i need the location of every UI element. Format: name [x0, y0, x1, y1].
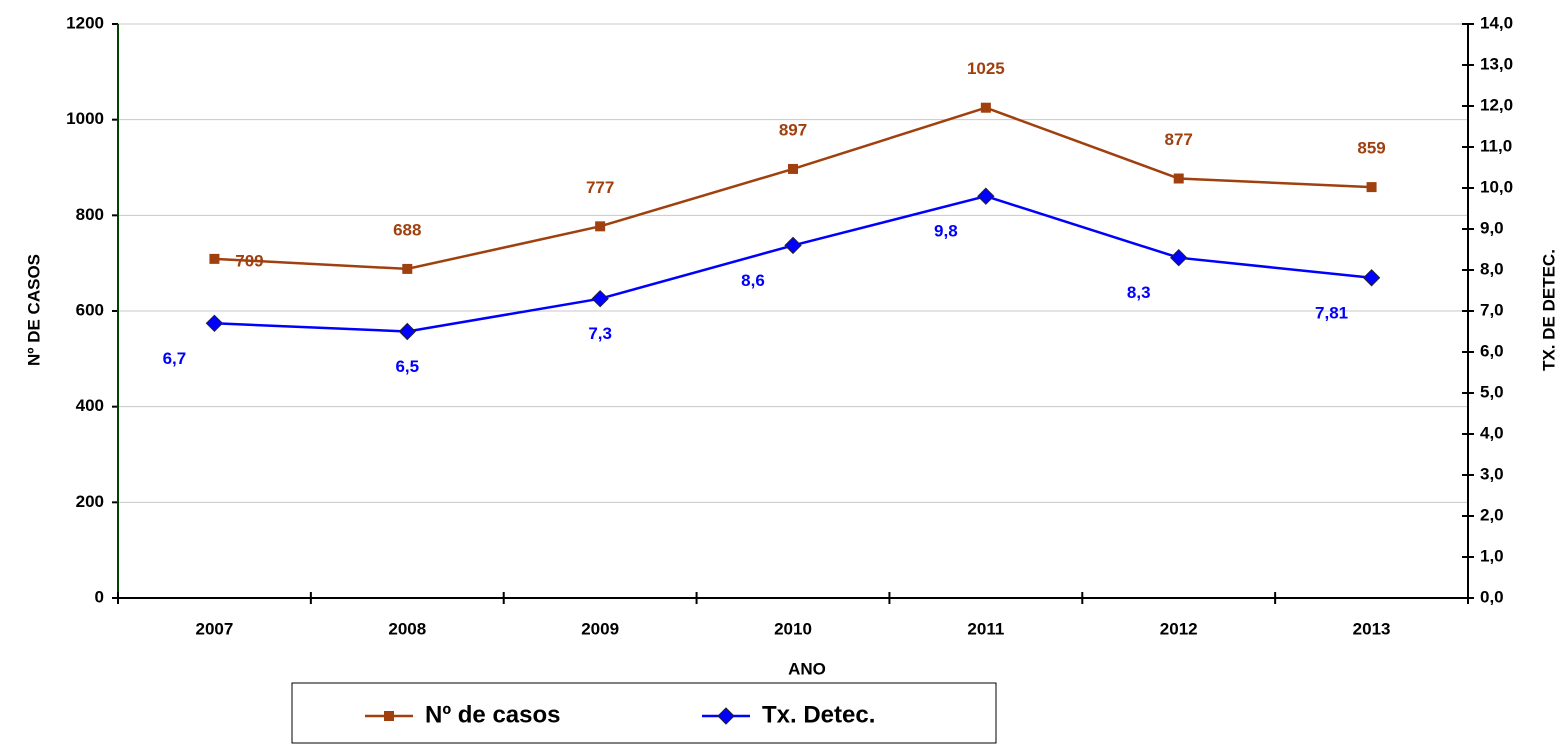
- data-label: 877: [1165, 130, 1193, 149]
- y2-tick-label: 0,0: [1480, 587, 1504, 606]
- data-label: 7,81: [1315, 303, 1348, 322]
- y-tick-label: 400: [76, 396, 104, 415]
- y-tick-label: 800: [76, 205, 104, 224]
- data-label: 8,6: [741, 271, 765, 290]
- y2-tick-label: 9,0: [1480, 218, 1504, 237]
- legend-label: Tx. Detec.: [762, 701, 875, 728]
- point: [398, 322, 416, 341]
- x-axis-title: ANO: [788, 659, 826, 678]
- y2-tick-label: 10,0: [1480, 177, 1513, 196]
- legend-box: [291, 682, 997, 744]
- data-label: 9,8: [934, 222, 958, 241]
- point: [1366, 182, 1377, 193]
- point: [1362, 269, 1381, 287]
- y2-tick-label: 8,0: [1480, 259, 1504, 278]
- y-tick-label: 1200: [66, 13, 104, 32]
- y2-tick-label: 11,0: [1480, 136, 1512, 155]
- point: [205, 314, 224, 333]
- x-tick-label: 2013: [1353, 619, 1391, 638]
- data-label: 6,5: [395, 357, 419, 376]
- y-tick-label: 200: [76, 492, 104, 511]
- y2-tick-label: 12,0: [1480, 95, 1513, 114]
- data-label: 8,3: [1127, 283, 1151, 302]
- data-label: 709: [235, 251, 263, 270]
- y2-tick-label: 13,0: [1480, 54, 1513, 73]
- point: [788, 163, 798, 174]
- point: [402, 263, 413, 274]
- data-label: 897: [779, 120, 807, 139]
- y2-axis-title: TX. DE DETEC.: [1539, 249, 1558, 371]
- x-tick-label: 2009: [581, 619, 619, 638]
- point: [591, 289, 609, 308]
- x-tick-label: 2012: [1160, 619, 1198, 638]
- x-tick-label: 2008: [388, 619, 426, 638]
- y-tick-label: 600: [76, 300, 104, 319]
- y2-tick-label: 7,0: [1480, 300, 1504, 319]
- x-tick-label: 2011: [967, 619, 1004, 638]
- point: [980, 102, 991, 113]
- y2-tick-label: 5,0: [1480, 382, 1504, 401]
- data-label: 688: [393, 220, 421, 239]
- point: [209, 253, 220, 264]
- data-label: 6,7: [163, 349, 187, 368]
- y-tick-label: 0: [95, 587, 104, 606]
- y2-tick-label: 1,0: [1480, 546, 1504, 565]
- point: [1170, 248, 1188, 267]
- y2-tick-label: 4,0: [1480, 423, 1504, 442]
- point: [595, 221, 606, 232]
- y2-tick-label: 3,0: [1480, 464, 1504, 483]
- y2-tick-label: 14,0: [1480, 13, 1513, 32]
- point: [977, 187, 995, 205]
- data-label: 777: [586, 178, 614, 197]
- legend-marker: [717, 707, 735, 725]
- x-tick-label: 2010: [774, 619, 812, 638]
- data-label: 859: [1357, 139, 1385, 158]
- y2-tick-label: 6,0: [1480, 341, 1504, 360]
- y-axis-title: Nº DE CASOS: [24, 254, 43, 366]
- point: [1173, 173, 1184, 184]
- legend-marker: [384, 711, 394, 721]
- y2-tick-label: 2,0: [1480, 505, 1504, 524]
- data-label: 1025: [967, 59, 1005, 78]
- legend-label: Nº de casos: [425, 701, 561, 728]
- y-tick-label: 1000: [66, 109, 104, 128]
- data-label: 7,3: [588, 324, 612, 343]
- x-tick-label: 2007: [196, 619, 234, 638]
- point: [784, 236, 802, 255]
